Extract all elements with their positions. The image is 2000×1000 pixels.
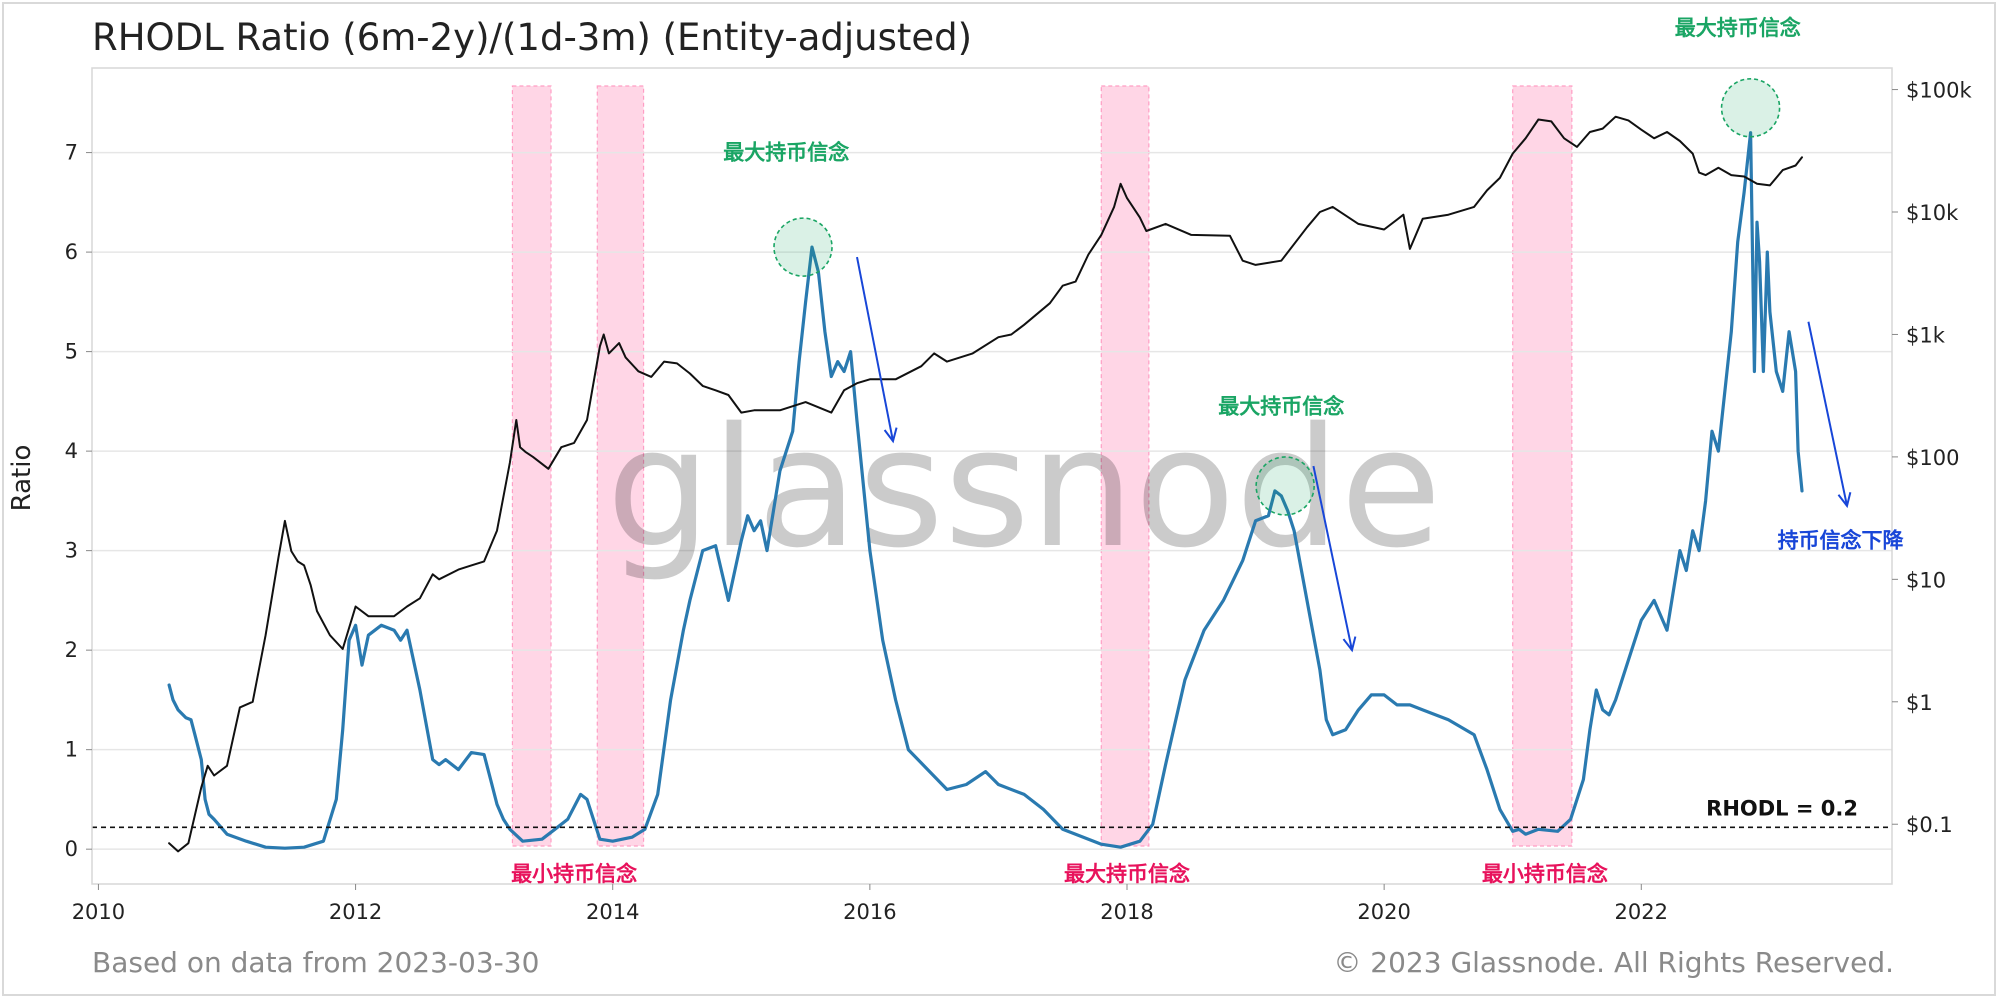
y-tick-label: 0 (65, 837, 78, 861)
price-tick-label: $1k (1906, 323, 1946, 347)
grid-lines (92, 151, 1892, 850)
threshold-label: RHODL = 0.2 (1706, 796, 1858, 820)
shaded-band (1512, 85, 1573, 847)
price-tick-label: $0.1 (1906, 813, 1953, 837)
price-tick-label: $100k (1906, 79, 1972, 103)
annotation-label: 最大持币信念 (1675, 16, 1801, 40)
data-date-note: Based on data from 2023-03-30 (92, 946, 540, 979)
annotation-label: 最大持币信念 (1218, 394, 1344, 418)
peak-circle (1720, 78, 1781, 138)
price-line (168, 115, 1803, 853)
y-tick-label: 1 (65, 738, 78, 762)
peak-circle (773, 217, 833, 277)
annotation-label: 最小持币信念 (511, 862, 637, 886)
series-lines (167, 115, 1804, 853)
x-tick-label: 2018 (1100, 900, 1153, 924)
x-tick-label: 2010 (72, 900, 125, 924)
annotation-label: 最小持币信念 (1482, 862, 1608, 886)
y-tick-label: 6 (65, 240, 78, 264)
copyright-note: © 2023 Glassnode. All Rights Reserved. (1333, 946, 1894, 979)
x-tick-label: 2020 (1357, 900, 1410, 924)
y-tick-label: 2 (65, 638, 78, 662)
shaded-band (1100, 85, 1150, 847)
peak-circle (1255, 456, 1315, 516)
annotation-label: 持币信念下降 (1778, 529, 1905, 553)
plot-border (91, 67, 1893, 885)
price-tick-label: $100 (1906, 446, 1959, 470)
y-tick-label: 7 (65, 141, 78, 165)
shaded-bands (511, 85, 1573, 847)
price-tick-label: $10 (1906, 568, 1946, 592)
decline-arrow (1807, 321, 1848, 507)
price-tick-label: $10k (1906, 201, 1959, 225)
x-tick-label: 2022 (1615, 900, 1668, 924)
decline-arrow (1312, 465, 1353, 651)
shaded-band (596, 85, 645, 847)
watermark: glassnode (606, 392, 1441, 584)
x-tick-label: 2016 (843, 900, 896, 924)
x-tick-label: 2012 (329, 900, 382, 924)
price-tick-label: $1 (1906, 691, 1933, 715)
annotation-label: 最大持币信念 (723, 141, 849, 165)
y-tick-label: 5 (65, 340, 78, 364)
decline-arrow-head (883, 427, 898, 444)
rhodl-ratio-line (167, 131, 1804, 850)
decline-arrow-head (1837, 492, 1852, 509)
y-tick-label: 3 (65, 539, 78, 563)
threshold-line: RHODL = 0.2 (92, 796, 1892, 829)
y-tick-label: 4 (65, 439, 78, 463)
chart-title: RHODL Ratio (6m-2y)/(1d-3m) (Entity-adju… (92, 16, 973, 59)
decline-arrow (856, 256, 894, 442)
decline-arrow-head (1342, 636, 1357, 653)
x-tick-label: 2014 (586, 900, 639, 924)
annotation-label: 最大持币信念 (1064, 862, 1190, 886)
axes: 0 1 2 3 4 5 6 7 $0.1 $1 $10 $100 $1k $10k $100k 2010 201… (65, 67, 1972, 924)
